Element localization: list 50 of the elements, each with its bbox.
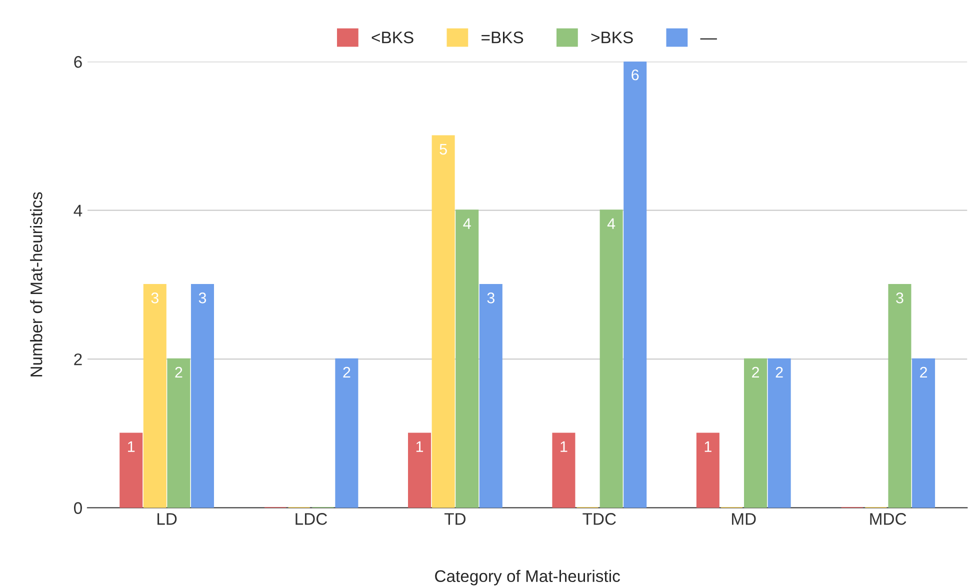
x-tick-label: TD — [444, 513, 466, 525]
data-label: 2 — [175, 366, 182, 378]
data-label: 4 — [463, 218, 471, 229]
bar — [479, 284, 502, 508]
data-label: 2 — [776, 366, 783, 378]
data-label: 1 — [416, 441, 424, 452]
legend-label: =BKS — [482, 32, 524, 44]
bar — [167, 358, 190, 508]
data-label: 3 — [151, 292, 158, 304]
bar — [190, 284, 214, 508]
bar — [143, 284, 166, 508]
x-tick-label: TDC — [582, 513, 616, 525]
data-label: 3 — [487, 292, 494, 304]
bar — [744, 358, 768, 508]
data-label: 1 — [560, 441, 568, 452]
data-label: 3 — [896, 292, 904, 304]
y-tick-label: 4 — [74, 204, 82, 216]
bar — [624, 62, 647, 508]
data-label: 2 — [343, 366, 350, 378]
data-label: 2 — [752, 366, 759, 378]
bar — [696, 432, 720, 508]
bar — [120, 432, 143, 508]
data-label: 5 — [440, 144, 447, 155]
x-tick-label: LD — [158, 513, 177, 525]
y-tick-label: 2 — [74, 353, 82, 366]
bar — [335, 358, 358, 508]
bar — [768, 358, 791, 508]
data-label: 1 — [128, 441, 135, 452]
bar — [600, 210, 623, 508]
bar — [912, 358, 936, 508]
bar — [456, 210, 479, 508]
data-label: 4 — [607, 218, 616, 229]
legend-label: <BKS — [372, 32, 414, 44]
y-axis-title: Number of Mat-heuristics — [30, 192, 42, 376]
data-label: 6 — [632, 69, 639, 80]
x-tick-label: MD — [732, 513, 756, 525]
bar — [888, 284, 912, 508]
x-tick-label: LDC — [296, 513, 328, 525]
y-tick-label: 6 — [74, 56, 82, 68]
data-label: 2 — [920, 366, 927, 378]
legend-label: — — [700, 38, 717, 40]
data-label: 3 — [198, 292, 206, 304]
x-tick-label: MDC — [870, 513, 906, 525]
bar — [552, 432, 576, 508]
bar — [432, 135, 455, 508]
legend-label: >BKS — [591, 32, 633, 44]
y-tick-label: 0 — [74, 502, 82, 514]
x-axis-title: Category of Mat-heuristic — [435, 570, 620, 586]
data-label: 1 — [704, 441, 712, 452]
bar — [408, 432, 432, 508]
